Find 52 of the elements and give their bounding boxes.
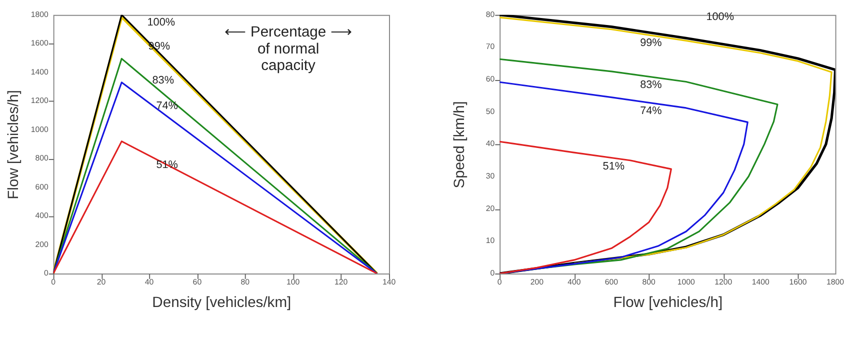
x-tick-label: 20	[96, 277, 106, 286]
line-series	[500, 81, 748, 274]
x-tick-label: 1400	[752, 277, 770, 286]
series-label: 99%	[640, 37, 662, 50]
annotation: ⟵ Percentage ⟶ of normal capacity	[224, 24, 352, 74]
y-tick-label: 200	[35, 240, 49, 249]
x-tick-label: 80	[240, 277, 250, 286]
y-tick-label: 1400	[30, 67, 49, 76]
y-axis-title: Speed [km/h]	[452, 101, 468, 188]
x-tick-label: 0	[51, 277, 56, 286]
x-tick-label: 600	[604, 277, 619, 286]
y-tick-label: 400	[35, 211, 49, 220]
y-tick-label: 0	[490, 268, 496, 278]
x-tick-label: 40	[144, 277, 154, 286]
x-tick-label: 400	[568, 277, 582, 286]
y-tick-label: 80	[486, 10, 496, 19]
series-label: 83%	[640, 79, 662, 92]
y-tick-label: 60	[486, 74, 496, 84]
x-tick-label: 140	[382, 277, 396, 286]
x-tick-label: 100	[286, 277, 300, 286]
y-tick-label: 1800	[30, 10, 49, 19]
y-tick-label: 10	[486, 236, 496, 246]
series-label: 83%	[152, 74, 174, 86]
y-tick-label: 1600	[30, 38, 49, 48]
y-tick-label: 1000	[30, 124, 49, 134]
series-label: 51%	[602, 160, 625, 172]
y-tick-label: 40	[486, 139, 496, 148]
x-tick-label: 0	[497, 277, 502, 286]
series-label: 100%	[147, 16, 176, 29]
y-tick-label: 30	[486, 171, 496, 180]
y-axis-title: Flow [vehicles/h]	[6, 90, 22, 200]
y-tick-label: 20	[486, 204, 496, 213]
x-tick-label: 200	[530, 277, 544, 286]
x-axis-title: Flow [vehicles/h]	[613, 295, 723, 312]
y-tick-label: 600	[35, 182, 49, 192]
x-tick-label: 60	[192, 277, 202, 286]
series-label: 74%	[640, 105, 662, 118]
x-tick-label: 1000	[677, 277, 696, 286]
x-axis-title: Density [vehicles/km]	[152, 295, 292, 312]
x-tick-label: 120	[334, 277, 348, 286]
y-tick-label: 70	[486, 42, 496, 52]
x-tick-label: 1800	[826, 277, 845, 286]
x-tick-label: 800	[642, 277, 656, 286]
series-label: 100%	[706, 10, 734, 23]
y-tick-label: 800	[35, 154, 49, 163]
y-tick-label: 0	[44, 268, 49, 278]
y-tick-label: 1200	[30, 96, 49, 106]
line-series	[500, 140, 672, 274]
series-label: 74%	[156, 100, 178, 112]
x-tick-label: 1600	[789, 277, 808, 286]
x-tick-label: 1200	[714, 277, 733, 286]
y-tick-label: 50	[486, 106, 496, 116]
